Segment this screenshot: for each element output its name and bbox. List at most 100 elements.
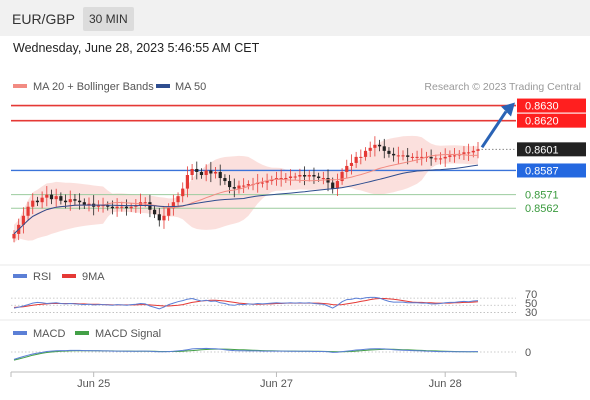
macd-panel [11,347,516,361]
candle-body [181,188,185,197]
level-label-resistance: 0.8620 [525,116,559,128]
candle-body [129,206,133,209]
candle-body [120,206,124,208]
candle-body [345,165,349,172]
candle-body [21,215,25,225]
candle-body [26,206,30,216]
candle-body [260,182,265,184]
candle-body [349,162,354,166]
candle-body [359,156,363,158]
candle-body [31,200,35,207]
candle-body [63,200,68,203]
candle-body [462,152,466,154]
legend-swatch-rsi [13,274,27,278]
candle-body [288,176,293,179]
candle-body [302,175,307,177]
moving-averages [13,153,479,235]
level-label-bg [517,98,586,113]
level-label-bg [517,113,586,128]
legend-swatch-macd [13,331,27,335]
candle-body [387,150,391,154]
candle-body [307,175,311,177]
candle-body [82,202,86,206]
candle-body [410,156,414,158]
macd-line [13,347,478,360]
candle-body [213,171,218,174]
rsi-tick-50: 50 [525,298,537,310]
candle-body [415,156,419,158]
candle-body [176,196,180,203]
candle-body [157,214,161,221]
level-label-bg [517,142,586,157]
legend-signal: MACD Signal [95,328,161,340]
candle-body [153,209,157,215]
legend-swatch-signal [75,331,89,335]
candle-body [265,181,269,183]
header-bar: EUR/GBP 30 MIN [0,0,590,36]
candle-body [246,184,250,186]
candle-body [190,168,194,176]
candle-body [106,205,110,207]
candle-body [335,181,339,189]
candle-body [354,156,358,163]
x-tick-label: Jun 28 [429,378,462,390]
forecast-arrow [480,102,515,149]
candle-body [317,176,321,179]
candle-body [284,178,288,180]
x-axis-ticks: Jun 25 Jun 27 Jun 28 [77,372,462,390]
copyright: Research © 2023 Trading Central [424,81,581,93]
macd-tick-0: 0 [525,347,531,359]
candle-body [227,181,232,188]
candle-body [406,155,410,157]
candle-body [443,156,447,159]
candle-body [110,206,115,209]
candle-body [185,175,190,189]
candle-body [59,196,63,201]
candle-body [298,175,302,177]
candle-body [49,194,54,200]
level-label-pivot: 0.8587 [525,165,559,177]
candle-body [452,155,457,157]
candle-body [87,203,91,206]
legend-swatch-ma20 [13,84,27,88]
candle-body [312,175,316,177]
rsi-tick-70: 70 [525,289,537,301]
candle-body [45,194,49,198]
forecast-arrow-shaft [480,110,508,149]
candle-body [73,199,77,201]
candle-body [363,150,368,157]
bollinger-band [14,135,478,243]
candle-body [78,200,82,203]
candle-body [40,197,44,203]
candle-body [279,178,283,180]
candle-body [373,144,377,148]
forecast-arrow-head [501,102,515,117]
candle-body [396,155,400,157]
candle-body [218,171,222,179]
level-label-support: 0.8562 [525,203,559,215]
candle-body [392,153,396,156]
candle-body [401,155,405,157]
x-tick-label: Jun 25 [77,378,110,390]
timeframe-button[interactable]: 30 MIN [83,7,134,31]
rsi-tick-30: 30 [525,307,537,319]
candle-body [476,149,480,151]
ma50-line [13,164,479,235]
candle-body [167,208,171,216]
candle-body [232,187,236,189]
candle-body [204,170,208,176]
candle-body [321,178,325,180]
candle-body [438,158,443,160]
legend-swatch-9ma [62,274,76,278]
candle-body [368,147,372,151]
candles [12,136,480,243]
candle-body [12,233,16,239]
x-tick-label: Jun 27 [260,378,293,390]
candle-body [171,202,175,209]
candle-body [54,196,58,200]
rsi-line [13,296,479,310]
legend-ma50: MA 50 [175,81,206,93]
candle-body [195,168,199,172]
